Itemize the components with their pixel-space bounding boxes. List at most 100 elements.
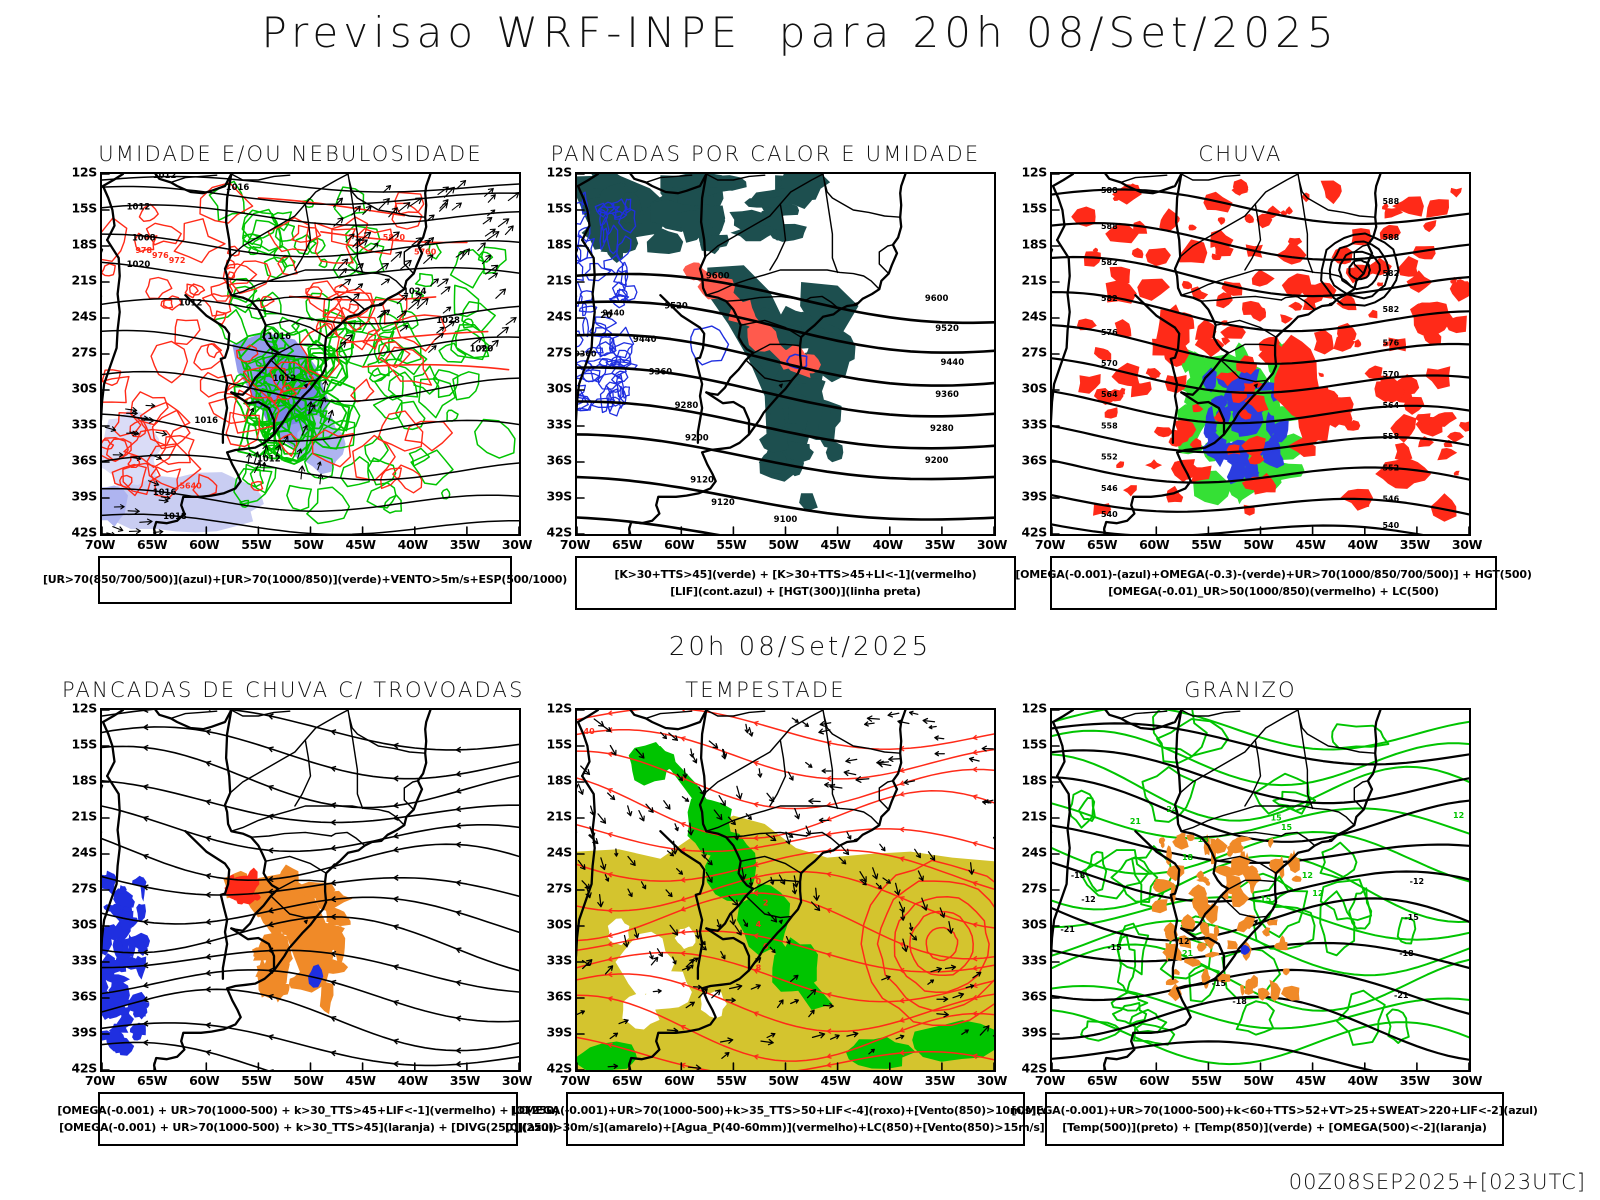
- wind-vector: [597, 893, 604, 908]
- lc850-arrow: [680, 950, 686, 957]
- wind-vector: [952, 992, 965, 999]
- ur-red-patch-14: [1123, 485, 1137, 497]
- coastline-atlantic: [627, 710, 907, 1070]
- green-ur-contour-67: [239, 499, 250, 508]
- temp850-label-2: 18: [1182, 853, 1194, 862]
- streamline-arrow: [142, 710, 149, 714]
- wind-vector: [742, 919, 749, 928]
- lc850-streamline-5: [577, 849, 994, 890]
- omega-orange-34: [1166, 865, 1185, 882]
- map-frame-pancadas-trovoadas[interactable]: [100, 708, 521, 1072]
- x-tick-label: 40W: [872, 537, 904, 552]
- lc850-streamline-7: [577, 892, 994, 960]
- state-border-0: [753, 343, 801, 354]
- x-tick-label: 60W: [664, 1073, 695, 1088]
- x-tick-label: 60W: [1139, 1073, 1170, 1088]
- red-contour-38: [208, 396, 251, 424]
- y-tick-label: 27S: [1021, 880, 1048, 896]
- y-tick-label: 18S: [546, 236, 573, 252]
- border-uruguay: [1180, 391, 1226, 436]
- lif-contour-23: [577, 389, 593, 411]
- red-contour-62: [111, 463, 147, 497]
- legend-chuva: [OMEGA(-0.001)-(azul)+OMEGA(-0.3)-(verde…: [1015, 556, 1532, 610]
- temp850-contour-0: [1052, 710, 1469, 751]
- lif-contour-69: [611, 365, 627, 379]
- ur-red-patch-103: [1351, 228, 1371, 246]
- ur-red-patch-134: [1256, 213, 1273, 229]
- streamline-arrow: [142, 996, 149, 1003]
- map-frame-granizo[interactable]: -12 -15 -18 -21 -12 -15 -18 -21 -12 -15 -18 12 15 18 2…: [1050, 708, 1471, 1072]
- wind-vector: [345, 233, 355, 243]
- ur-red-patch-11: [1145, 247, 1171, 267]
- wind-vector: [721, 748, 727, 760]
- wind-vector: [604, 965, 614, 975]
- wind-vector: [487, 209, 496, 217]
- lif-contour-54: [579, 290, 594, 303]
- ur-red-patch-143: [1078, 374, 1101, 394]
- x-tick-label: 60W: [189, 1073, 220, 1088]
- lc-label-0: 0: [756, 877, 762, 886]
- map-frame-pancadas-calor[interactable]: 9600 9600 9520 9520 9440 9440 9360 9360 9280 9280…: [575, 172, 996, 536]
- red-contour-35: [213, 310, 227, 325]
- state-border-12: [645, 710, 693, 720]
- temp850-label-8: 21: [1182, 949, 1194, 958]
- lif-contour-2: [614, 349, 632, 369]
- wind-vector: [811, 1031, 826, 1039]
- y-tick-label: 36S: [71, 988, 98, 1004]
- lif-contour-9: [609, 326, 635, 359]
- ur-red-patch-162: [1364, 365, 1383, 379]
- temp850-label-10: 15: [1260, 895, 1272, 904]
- lc850-streamline-10: [577, 973, 994, 1033]
- omega-orange-44: [1224, 875, 1242, 895]
- ur-red-patch-17: [1449, 281, 1469, 302]
- temp850-blob-12: [1116, 934, 1137, 994]
- y-tick-label: 36S: [71, 452, 98, 468]
- wind-vector: [734, 925, 742, 936]
- map-frame-tempestade[interactable]: -40 0 2 4 6 8: [575, 708, 996, 1072]
- y-tick-label: 21S: [71, 808, 98, 824]
- wind-vector: [979, 1025, 990, 1036]
- legend-granizo: [OMEGA(-0.001)+UR>70(1000-500)+k<60+TTS>…: [1011, 1092, 1538, 1146]
- streamline-arrow: [330, 729, 337, 736]
- wind-vector: [769, 946, 776, 954]
- y-tick-label: 15S: [1021, 736, 1048, 752]
- wind-green-core-0: [687, 798, 732, 857]
- ur-red-patch-71: [1195, 319, 1217, 340]
- green-core-31: [319, 345, 349, 387]
- map-frame-umidade[interactable]: 1012 1016 1012 1008 1020 1012 1016 1012 1016 1012…: [100, 172, 521, 536]
- wind-vector: [687, 1064, 702, 1070]
- wind-vector: [981, 745, 994, 752]
- divg-blue-37: [102, 974, 119, 981]
- lif-contour-18: [584, 346, 604, 354]
- wind-vector: [766, 1032, 776, 1039]
- wind-vector: [888, 756, 901, 763]
- wind-vector: [443, 186, 455, 198]
- wind-vector: [261, 461, 267, 472]
- red-contour-25: [335, 287, 373, 321]
- state-border-4: [805, 295, 841, 311]
- omega-orange-82: [1249, 878, 1255, 894]
- legend-line: [UR>70(850/700/500)](azul)+[UR>70(1000/8…: [42, 573, 568, 587]
- green-ur-contour-72: [408, 447, 431, 467]
- x-tick-label: 40W: [397, 537, 429, 552]
- streamline-arrow: [455, 805, 462, 813]
- omega-orange-74: [1229, 838, 1242, 850]
- wind-vector: [618, 1018, 629, 1025]
- wind-vector: [806, 988, 817, 999]
- hgt300-label-b-6: 9120: [711, 498, 735, 508]
- hgt300-label-b-0: 9600: [925, 294, 949, 304]
- streamline-arrow: [267, 746, 274, 753]
- state-border-2: [264, 319, 327, 338]
- wind-vector: [859, 879, 867, 886]
- ur-red-patch-80: [1390, 414, 1417, 443]
- coastline-atlantic: [152, 710, 432, 1070]
- legend-line: [OMEGA(-0.001)-(azul)+OMEGA(-0.3)-(verde…: [1015, 567, 1532, 581]
- lc850-arrow: [825, 1028, 832, 1035]
- y-tick-label: 36S: [1021, 988, 1048, 1004]
- wind-vector: [760, 1038, 774, 1046]
- green-ur-contour-76: [452, 371, 480, 401]
- wind-vector: [687, 964, 694, 972]
- x-tick-label: 70W: [1034, 1073, 1066, 1088]
- legend-line: [OMEGA(-0.01)_UR>50(1000/850)(vermelho) …: [1108, 585, 1439, 598]
- map-frame-chuva[interactable]: 588 588 588 588 582 582 582 582 576 576 570 570 564 5…: [1050, 172, 1471, 536]
